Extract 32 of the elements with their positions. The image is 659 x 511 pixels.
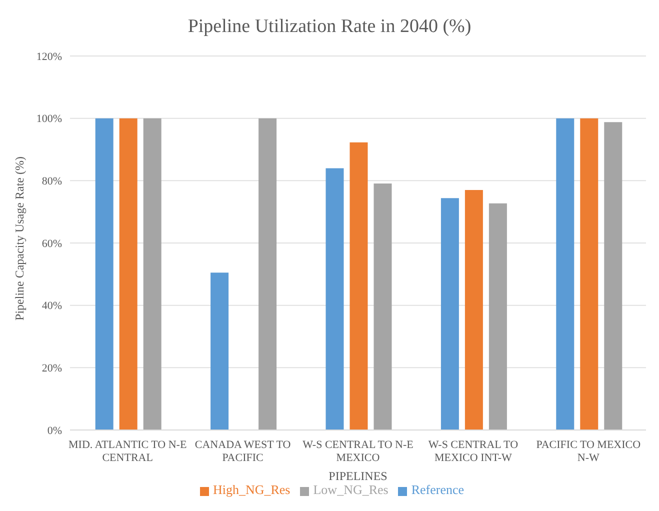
legend-label: Reference (411, 482, 464, 497)
x-tick-label: W-S CENTRAL TO N-E MEXICO (302, 439, 414, 464)
bar (488, 203, 507, 430)
bar (556, 118, 574, 430)
bar (258, 118, 277, 430)
y-tick-label: 40% (42, 300, 62, 312)
bar (604, 122, 622, 430)
bar (374, 183, 392, 430)
bar (143, 118, 162, 430)
bar (440, 198, 459, 430)
bar (210, 272, 229, 430)
x-tick-label: CANADA WEST TO PACIFIC (194, 439, 291, 464)
bar (580, 118, 598, 430)
x-tick-label: PACIFIC TO MEXICO N-W (536, 439, 641, 464)
legend-label: High_NG_Res (212, 482, 290, 497)
y-tick-label: 80% (42, 176, 62, 188)
bar (350, 142, 368, 430)
y-tick-label: 20% (42, 362, 62, 375)
bar (464, 190, 483, 430)
legend-label: Low_NG_Res (313, 482, 388, 497)
y-tick-label: 120% (36, 50, 62, 63)
bar (95, 118, 114, 430)
x-tick-label: W-S CENTRAL TO MEXICO INT-W (428, 439, 518, 464)
y-axis-title: Pipeline Capacity Usage Rate (%) (12, 156, 28, 320)
y-tick-label: 100% (36, 113, 62, 126)
x-tick-label: MID. ATLANTIC TO N-E CENTRAL (68, 439, 187, 464)
chart-title: Pipeline Utilization Rate in 2040 (%) (186, 15, 472, 39)
bar (119, 118, 138, 430)
y-tick-label: 60% (42, 238, 62, 250)
y-tick-label: 0% (47, 424, 62, 437)
bar (326, 168, 344, 430)
x-axis-title: PIPELINES (328, 469, 388, 483)
